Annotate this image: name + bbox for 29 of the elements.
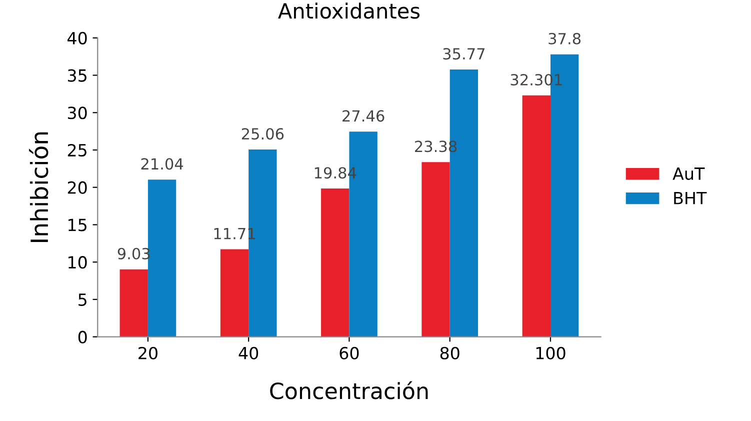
chart-title: Antioxidantes xyxy=(278,2,420,19)
x-tick-label: 80 xyxy=(440,346,460,360)
data-label: 37.8 xyxy=(548,32,581,44)
bar xyxy=(422,162,450,337)
y-tick-label: 15 xyxy=(68,218,86,232)
x-tick-label: 40 xyxy=(238,346,258,360)
bar xyxy=(522,95,550,337)
legend-label: BHT xyxy=(674,192,707,204)
x-tick-label: 60 xyxy=(340,346,359,360)
y-tick-label: 20 xyxy=(68,181,87,194)
data-label: 27.46 xyxy=(342,110,384,122)
data-label: 35.77 xyxy=(443,48,484,60)
bar xyxy=(220,249,249,337)
y-axis-title: Inhibición xyxy=(29,132,48,242)
data-label: 25.06 xyxy=(242,128,284,140)
y-tick-label: 5 xyxy=(78,294,86,306)
y-tick-label: 40 xyxy=(68,32,87,44)
x-tick-label: 20 xyxy=(138,346,158,360)
y-tick-label: 0 xyxy=(78,330,87,344)
x-axis-title: Concentración xyxy=(270,381,428,400)
legend-label: AuT xyxy=(672,168,705,180)
bar xyxy=(321,188,350,337)
x-tick-label: 100 xyxy=(536,346,566,360)
y-tick-label: 10 xyxy=(68,256,87,269)
bar xyxy=(120,269,148,337)
y-tick-label: 35 xyxy=(68,69,86,82)
y-tick-label: 25 xyxy=(68,144,86,157)
data-label: 21.04 xyxy=(141,158,184,170)
y-tick-label: 30 xyxy=(68,106,87,120)
